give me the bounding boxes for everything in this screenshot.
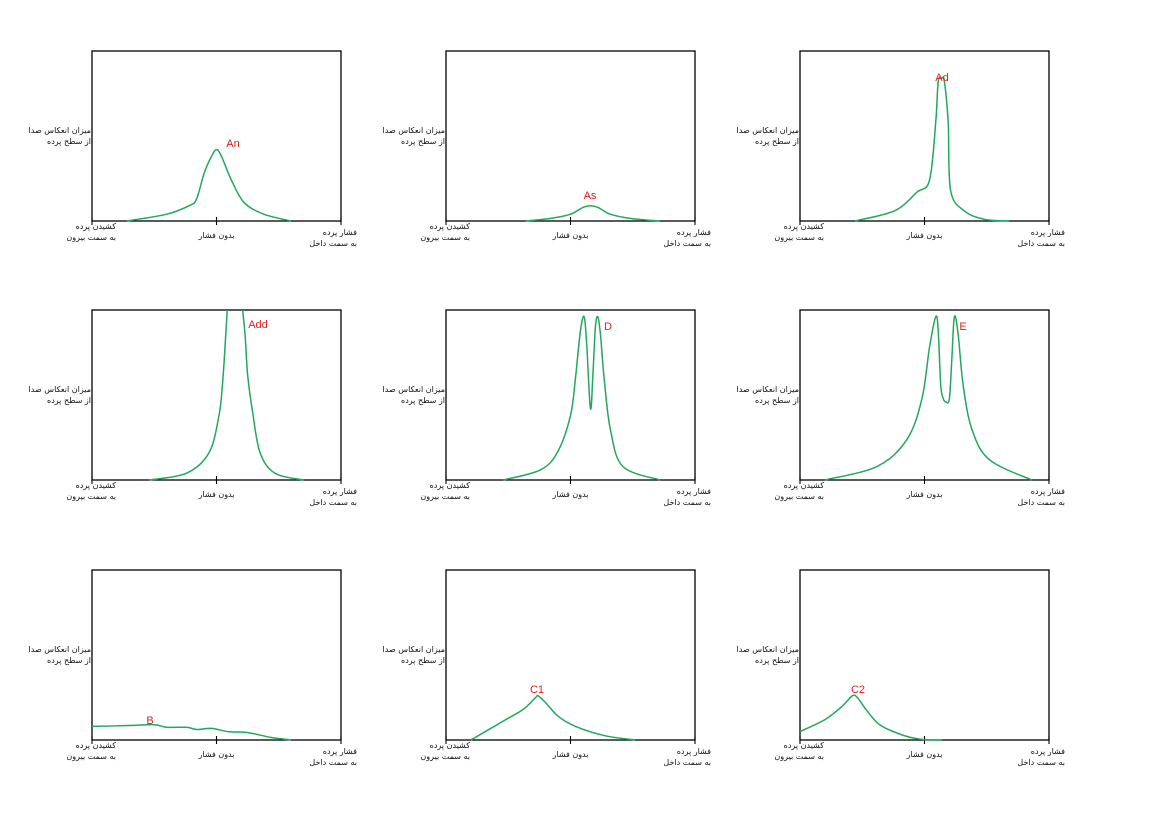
curve-type-label: An: [226, 138, 239, 150]
x-label-right: به سمت داخل: [663, 758, 711, 767]
y-axis-label: میزان انعکاس صدا: [383, 126, 445, 135]
y-axis-label: از سطح پرده: [401, 137, 445, 146]
x-label-center: بدون فشار: [198, 231, 235, 240]
x-label-left: کشیدن پرده: [76, 481, 117, 490]
x-label-right: به سمت داخل: [663, 498, 711, 507]
x-label-left: به سمت بیرون: [420, 492, 470, 501]
x-label-center: بدون فشار: [198, 490, 235, 499]
x-label-right: فشار پرده: [1031, 487, 1065, 496]
x-label-right: فشار پرده: [677, 747, 711, 756]
curve-type-label: B: [146, 715, 153, 727]
x-label-center: بدون فشار: [906, 490, 943, 499]
tympanogram-curve: [149, 309, 228, 481]
y-axis-label: میزان انعکاس صدا: [737, 645, 799, 654]
x-label-center: بدون فشار: [552, 231, 589, 240]
curve-type-label: Ad: [935, 72, 948, 84]
tympanogram-panel: میزان انعکاس صدا از سطح پرده کشیدن پرده به …: [737, 50, 1065, 248]
x-label-left: به سمت بیرون: [66, 492, 116, 501]
x-label-left: کشیدن پرده: [430, 481, 471, 490]
y-axis-label: میزان انعکاس صدا: [29, 645, 91, 654]
y-axis-label: از سطح پرده: [755, 137, 799, 146]
x-label-left: به سمت بیرون: [66, 233, 116, 242]
y-axis-label: از سطح پرده: [47, 656, 91, 665]
tympanogram-curve: [854, 76, 1010, 222]
x-label-center: بدون فشار: [906, 231, 943, 240]
x-label-left: کشیدن پرده: [430, 741, 471, 750]
x-label-left: به سمت بیرون: [774, 752, 824, 761]
x-label-left: به سمت بیرون: [774, 233, 824, 242]
curve-type-label: As: [584, 190, 597, 202]
tympanogram-curve: [126, 148, 292, 222]
y-axis-label: میزان انعکاس صدا: [383, 645, 445, 654]
tympanogram-panel: میزان انعکاس صدا از سطح پرده کشیدن پرده به …: [383, 50, 711, 248]
x-label-left: به سمت بیرون: [774, 492, 824, 501]
x-label-right: فشار پرده: [1031, 228, 1065, 237]
curve-type-label: Add: [248, 319, 268, 331]
y-axis-label: میزان انعکاس صدا: [383, 385, 445, 394]
curve-type-label: D: [604, 321, 612, 333]
y-axis-label: میزان انعکاس صدا: [737, 385, 799, 394]
tympanogram-panel: میزان انعکاس صدا از سطح پرده کشیدن پرده به …: [29, 50, 357, 248]
y-axis-label: از سطح پرده: [755, 396, 799, 405]
curve-type-label: E: [959, 321, 966, 333]
x-label-right: فشار پرده: [323, 487, 357, 496]
x-label-left: به سمت بیرون: [66, 752, 116, 761]
y-axis-label: میزان انعکاس صدا: [29, 385, 91, 394]
tympanogram-panel: میزان انعکاس صدا از سطح پرده کشیدن پرده به …: [737, 309, 1065, 507]
curve-type-label: C2: [851, 684, 865, 696]
x-label-left: کشیدن پرده: [76, 741, 117, 750]
y-axis-label: از سطح پرده: [47, 396, 91, 405]
tympanogram-curve: [91, 723, 292, 741]
x-label-right: به سمت داخل: [1017, 239, 1065, 248]
y-axis-label: از سطح پرده: [401, 396, 445, 405]
y-axis-label: از سطح پرده: [47, 137, 91, 146]
tympanogram-panel: میزان انعکاس صدا از سطح پرده کشیدن پرده به …: [383, 309, 711, 507]
x-label-center: بدون فشار: [552, 490, 589, 499]
curve-type-label: C1: [530, 684, 544, 696]
y-axis-label: میزان انعکاس صدا: [737, 126, 799, 135]
x-label-right: فشار پرده: [677, 228, 711, 237]
x-label-left: کشیدن پرده: [76, 222, 117, 231]
tympanogram-curve: [503, 315, 661, 481]
y-axis-label: از سطح پرده: [401, 656, 445, 665]
x-label-left: کشیدن پرده: [784, 222, 825, 231]
x-label-right: فشار پرده: [323, 228, 357, 237]
x-label-right: به سمت داخل: [309, 758, 357, 767]
x-label-center: بدون فشار: [198, 750, 235, 759]
tympanogram-panel: میزان انعکاس صدا از سطح پرده کشیدن پرده به …: [29, 309, 357, 507]
tympanogram-curve: [470, 694, 636, 741]
tympanogram-curve: [824, 315, 1032, 481]
x-label-right: به سمت داخل: [1017, 758, 1065, 767]
x-label-right: فشار پرده: [1031, 747, 1065, 756]
y-axis-label: از سطح پرده: [755, 656, 799, 665]
x-label-left: کشیدن پرده: [430, 222, 471, 231]
tympanogram-panel: میزان انعکاس صدا از سطح پرده کشیدن پرده به …: [383, 569, 711, 767]
x-label-right: به سمت داخل: [663, 239, 711, 248]
x-label-left: کشیدن پرده: [784, 741, 825, 750]
x-label-center: بدون فشار: [552, 750, 589, 759]
x-label-right: به سمت داخل: [1017, 498, 1065, 507]
tympanogram-curve: [241, 309, 304, 481]
x-label-right: فشار پرده: [677, 487, 711, 496]
tympanogram-panel: میزان انعکاس صدا از سطح پرده کشیدن پرده به …: [29, 569, 357, 767]
x-label-left: به سمت بیرون: [420, 233, 470, 242]
x-label-right: به سمت داخل: [309, 498, 357, 507]
tympanogram-curve: [525, 204, 661, 222]
x-label-left: به سمت بیرون: [420, 752, 470, 761]
x-label-center: بدون فشار: [906, 750, 943, 759]
x-label-right: به سمت داخل: [309, 239, 357, 248]
x-label-right: فشار پرده: [323, 747, 357, 756]
tympanogram-curve: [799, 694, 942, 741]
x-label-left: کشیدن پرده: [784, 481, 825, 490]
tympanogram-panel: میزان انعکاس صدا از سطح پرده کشیدن پرده به …: [737, 569, 1065, 767]
y-axis-label: میزان انعکاس صدا: [29, 126, 91, 135]
